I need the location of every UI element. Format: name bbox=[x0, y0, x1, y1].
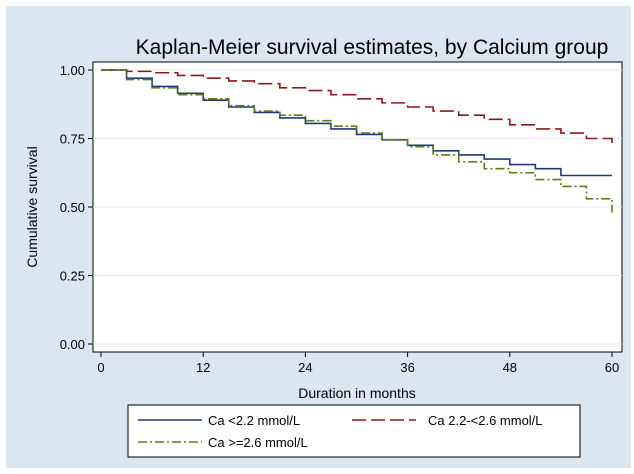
x-tick-label: 36 bbox=[400, 360, 414, 375]
y-tick-label: 0.25 bbox=[60, 269, 85, 284]
legend-label-1: Ca 2.2-<2.6 mmol/L bbox=[428, 413, 543, 428]
y-tick-label: 0.75 bbox=[60, 132, 85, 147]
grid bbox=[93, 69, 622, 345]
series-line-2 bbox=[101, 69, 613, 213]
x-axis-label: Duration in months bbox=[298, 385, 416, 401]
series-line-1 bbox=[101, 69, 613, 146]
y-tick-label: 1.00 bbox=[60, 63, 85, 78]
x-tick-label: 12 bbox=[196, 360, 210, 375]
x-axis: 0 12 24 36 48 60 bbox=[97, 352, 619, 375]
y-tick-label: 0.00 bbox=[60, 337, 85, 352]
y-axis-label: Cumulative survival bbox=[24, 146, 40, 267]
chart-title: Kaplan-Meier survival estimates, by Calc… bbox=[136, 36, 609, 59]
x-tick-label: 0 bbox=[97, 360, 104, 375]
x-tick-label: 60 bbox=[605, 360, 619, 375]
legend: Ca <2.2 mmol/L Ca 2.2-<2.6 mmol/L Ca >=2.6… bbox=[127, 404, 581, 458]
legend-label-2: Ca >=2.6 mmol/L bbox=[208, 435, 308, 450]
x-tick-label: 24 bbox=[298, 360, 312, 375]
y-axis: 0.00 0.25 0.50 0.75 1.00 bbox=[60, 63, 93, 352]
legend-box bbox=[127, 404, 581, 458]
y-tick-label: 0.50 bbox=[60, 200, 85, 215]
series-layer bbox=[101, 69, 613, 213]
x-tick-label: 48 bbox=[503, 360, 517, 375]
legend-label-0: Ca <2.2 mmol/L bbox=[208, 413, 300, 428]
